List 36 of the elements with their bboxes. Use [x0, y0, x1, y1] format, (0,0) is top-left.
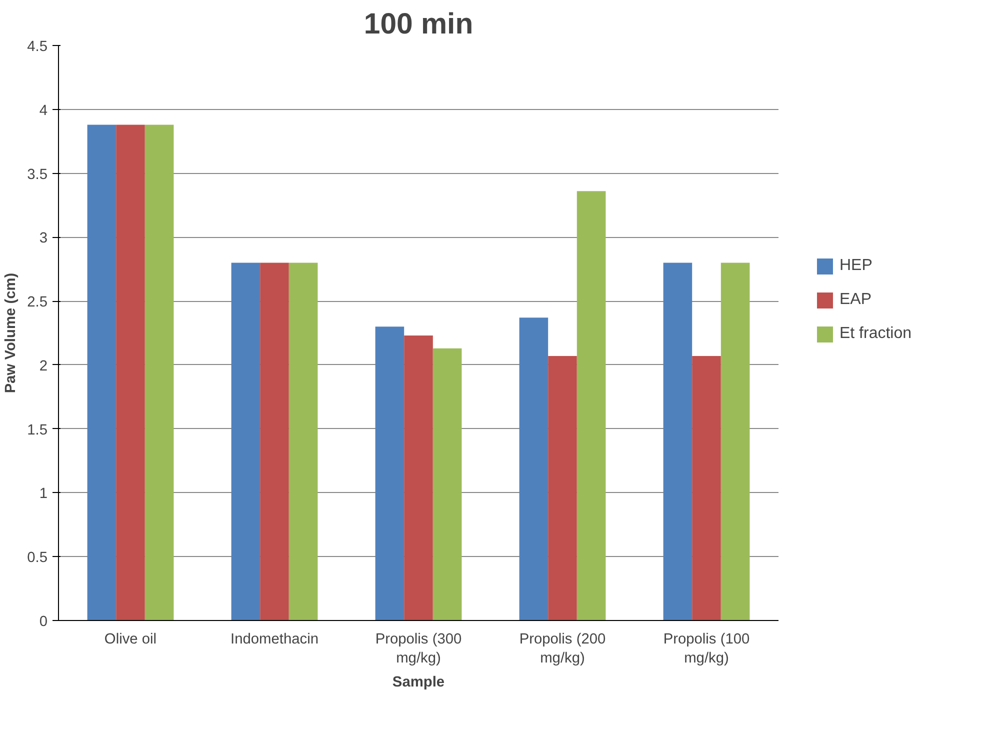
bar: [144, 124, 174, 620]
y-axis-title: Paw Volume (cm): [3, 272, 20, 394]
bar: [663, 262, 692, 620]
x-axis-title: Sample: [392, 674, 445, 691]
legend-label: EAP: [839, 290, 872, 309]
bar: [375, 326, 404, 620]
legend-label: Et fraction: [839, 324, 912, 343]
y-tick-label: 4.5: [27, 39, 48, 55]
bar: [432, 348, 462, 620]
y-tick-label: 0.5: [27, 550, 48, 566]
bar: [231, 262, 260, 620]
y-tick-label: 2.5: [27, 294, 48, 311]
bar: [692, 356, 721, 620]
bar: [404, 336, 433, 620]
y-tick-label: 2: [39, 358, 48, 374]
bar: [548, 356, 577, 620]
bar: [116, 124, 145, 620]
bar: [87, 124, 116, 620]
y-tick-label: 4: [39, 102, 48, 119]
y-tick-label: 3.5: [27, 166, 48, 183]
y-tick-label: 0: [39, 614, 48, 630]
x-tick-label: Propolis (300 mg/kg): [375, 632, 462, 667]
x-tick-label: Indomethacin: [230, 632, 319, 648]
chart-title: 100 min: [364, 8, 474, 40]
y-tick-label: 3: [39, 230, 48, 247]
y-tick-label: 1: [39, 486, 48, 502]
bar: [288, 262, 318, 620]
x-tick-label: Propolis (100 mg/kg): [663, 632, 750, 667]
x-tick-label: Olive oil: [104, 632, 157, 648]
legend-label: HEP: [839, 256, 872, 275]
bar: [720, 262, 750, 620]
bar: [260, 262, 289, 620]
x-tick-label: Propolis (200 mg/kg): [519, 632, 606, 667]
bar: [576, 191, 606, 620]
bar: [519, 318, 548, 620]
y-tick-label: 1.5: [27, 422, 48, 438]
